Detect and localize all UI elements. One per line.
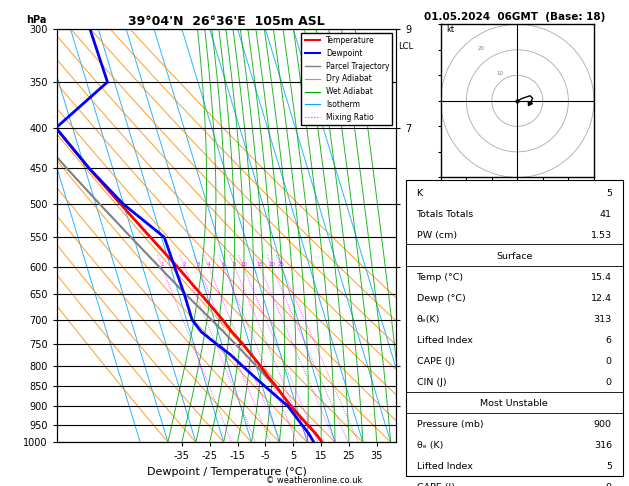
Text: © weatheronline.co.uk: © weatheronline.co.uk — [266, 476, 363, 485]
Text: LCL: LCL — [398, 42, 413, 51]
FancyBboxPatch shape — [406, 180, 623, 476]
Text: 5: 5 — [606, 189, 612, 198]
Text: Pressure (mb): Pressure (mb) — [416, 420, 483, 429]
Text: 20: 20 — [269, 262, 276, 267]
Text: 0: 0 — [606, 378, 612, 387]
Text: 10: 10 — [496, 71, 503, 76]
Text: 2: 2 — [183, 262, 186, 267]
Text: Dewp (°C): Dewp (°C) — [416, 294, 465, 303]
Text: PW (cm): PW (cm) — [416, 231, 457, 240]
Title: 39°04'N  26°36'E  105m ASL: 39°04'N 26°36'E 105m ASL — [128, 15, 325, 28]
Text: 313: 313 — [594, 315, 612, 324]
Text: 10: 10 — [240, 262, 247, 267]
Text: 12.4: 12.4 — [591, 294, 612, 303]
Text: Lifted Index: Lifted Index — [416, 336, 472, 345]
Text: 01.05.2024  06GMT  (Base: 18): 01.05.2024 06GMT (Base: 18) — [423, 12, 605, 22]
Text: CAPE (J): CAPE (J) — [416, 357, 455, 366]
Text: 1.53: 1.53 — [591, 231, 612, 240]
Text: 15.4: 15.4 — [591, 273, 612, 282]
Text: 6: 6 — [606, 336, 612, 345]
Legend: Temperature, Dewpoint, Parcel Trajectory, Dry Adiabat, Wet Adiabat, Isotherm, Mi: Temperature, Dewpoint, Parcel Trajectory… — [301, 33, 392, 125]
Text: Surface: Surface — [496, 252, 532, 261]
Text: hPa: hPa — [26, 15, 47, 25]
Text: 25: 25 — [278, 262, 285, 267]
Text: Most Unstable: Most Unstable — [481, 399, 548, 408]
Text: 8: 8 — [233, 262, 237, 267]
Text: 15: 15 — [257, 262, 264, 267]
Text: Temp (°C): Temp (°C) — [416, 273, 464, 282]
Text: θₑ (K): θₑ (K) — [416, 441, 443, 451]
Text: 3: 3 — [197, 262, 200, 267]
Text: 316: 316 — [594, 441, 612, 451]
Text: Lifted Index: Lifted Index — [416, 462, 472, 471]
Text: 0: 0 — [606, 484, 612, 486]
Text: 5: 5 — [606, 462, 612, 471]
Text: K: K — [416, 189, 423, 198]
Text: 4: 4 — [207, 262, 211, 267]
Text: 6: 6 — [222, 262, 225, 267]
Y-axis label: km
ASL: km ASL — [428, 225, 446, 246]
Text: 0: 0 — [606, 357, 612, 366]
Text: kt: kt — [446, 25, 454, 34]
Text: CAPE (J): CAPE (J) — [416, 484, 455, 486]
Text: Totals Totals: Totals Totals — [416, 210, 474, 219]
Text: CIN (J): CIN (J) — [416, 378, 446, 387]
Text: 41: 41 — [600, 210, 612, 219]
Text: θₑ(K): θₑ(K) — [416, 315, 440, 324]
Text: 20: 20 — [478, 46, 485, 51]
Text: 900: 900 — [594, 420, 612, 429]
Text: 1: 1 — [160, 262, 164, 267]
X-axis label: Dewpoint / Temperature (°C): Dewpoint / Temperature (°C) — [147, 467, 306, 477]
